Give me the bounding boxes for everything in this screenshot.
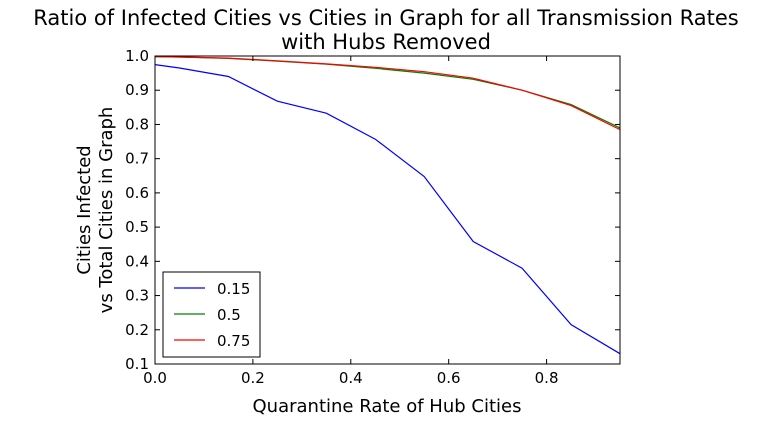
chart-title-line-1: Ratio of Infected Cities vs Cities in Gr… xyxy=(33,6,738,30)
y-tick-label: 0.8 xyxy=(125,115,149,133)
legend-label: 0.5 xyxy=(217,306,241,324)
x-tick-label: 0.4 xyxy=(339,369,363,387)
y-tick-label: 0.7 xyxy=(125,150,149,168)
ticks-layer: 0.0 0.2 0.4 0.6 0.8 0.1 0.2 0.3 0.4 0.5 0.6 0.7 0.8 0… xyxy=(125,47,620,387)
y-tick-label: 0.5 xyxy=(125,218,149,236)
y-tick-label: 0.1 xyxy=(125,355,149,373)
y-tick-label: 1.0 xyxy=(125,47,149,65)
legend-label: 0.15 xyxy=(217,280,250,298)
y-axis-label-line-2: vs Total Cities in Graph xyxy=(96,107,117,314)
y-axis-label-line-1: Cities Infected xyxy=(74,145,95,274)
y-tick-label: 0.2 xyxy=(125,321,149,339)
plot-frame xyxy=(154,55,621,365)
series-layer xyxy=(154,56,621,355)
x-tick-label: 0.6 xyxy=(437,369,461,387)
x-tick-label: 0.8 xyxy=(535,369,559,387)
y-tick-label: 0.4 xyxy=(125,252,149,270)
series-line-0.15 xyxy=(154,64,621,355)
x-tick-label: 0.0 xyxy=(143,369,167,387)
legend: 0.15 0.5 0.75 xyxy=(162,271,261,358)
series-line-0.5 xyxy=(154,56,621,129)
chart-title-line-2: with Hubs Removed xyxy=(281,30,491,54)
x-axis-label: Quarantine Rate of Hub Cities xyxy=(253,396,522,417)
y-tick-label: 0.6 xyxy=(125,184,149,202)
y-tick-label: 0.9 xyxy=(125,81,149,99)
series-line-0.75 xyxy=(154,56,621,131)
y-tick-label: 0.3 xyxy=(125,287,149,305)
x-tick-label: 0.2 xyxy=(241,369,265,387)
legend-label: 0.75 xyxy=(217,332,250,350)
